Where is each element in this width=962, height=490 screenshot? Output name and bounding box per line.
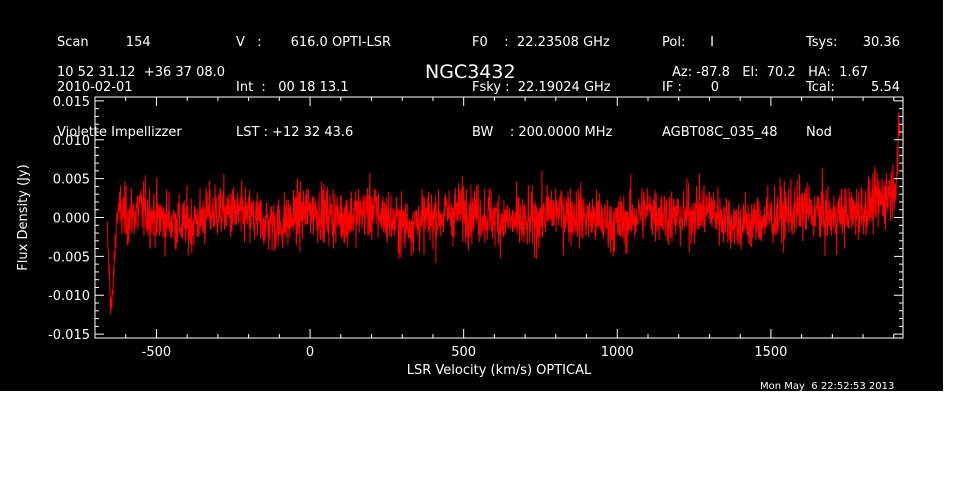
header-if: IF : 0 <box>662 80 720 95</box>
header-tsys-label: Tsys: <box>806 35 838 50</box>
spectrum-chart: -500 0 500 1000 1500 0.015 0.010 0.005 0.000 -0.0… <box>16 95 904 378</box>
source-name: NGC3432 <box>425 61 516 83</box>
y-tick-label: 0.005 <box>53 173 90 188</box>
x-tick-label: 500 <box>451 345 476 360</box>
header-lst: LST : +12 32 43.6 <box>236 125 354 140</box>
y-tick-label: -0.005 <box>48 250 90 265</box>
header-fsky: Fsky : 22.19024 GHz <box>472 80 611 95</box>
y-tick-label: -0.010 <box>48 289 90 304</box>
plot-timestamp: Mon May 6 22:52:53 2013 <box>760 381 895 392</box>
header-project: AGBT08C_035_48 <box>662 125 778 140</box>
x-tick-label: 0 <box>306 345 314 360</box>
x-tick-label: -500 <box>142 345 172 360</box>
header-nod-label: Nod <box>806 125 832 140</box>
header-f0: F0 : 22.23508 GHz <box>472 35 610 50</box>
header-integration: Int : 00 18 13.1 <box>236 80 349 95</box>
header-col-tsys-label: Tsys: Tcal: Nod <box>806 5 837 170</box>
header-pol: Pol: I <box>662 35 714 50</box>
header-col-pol: Pol: I IF : 0 AGBT08C_035_48 <box>662 5 778 170</box>
y-axis-label: Flux Density (Jy) <box>16 164 31 270</box>
spectrum-trace <box>106 112 901 315</box>
header-col-scan: Scan 154 2010-02-01 Violette Impellizzer <box>57 5 182 170</box>
spectrum-trace-group <box>106 112 901 315</box>
y-tick-label: 0.000 <box>53 212 90 227</box>
x-tick-label: 1500 <box>754 345 787 360</box>
x-tick-label: 1000 <box>601 345 634 360</box>
pointing-info: Az: -87.8 El: 70.2 HA: 1.67 <box>672 65 869 80</box>
header-tcal-value: 5.54 <box>871 80 900 95</box>
header-col-frequency: F0 : 22.23508 GHz Fsky : 22.19024 GHz BW… <box>472 5 612 170</box>
x-axis-label: LSR Velocity (km/s) OPTICAL <box>407 363 592 378</box>
header-tsys-value: 30.36 <box>862 35 900 50</box>
y-tick-label: -0.015 <box>48 328 90 343</box>
source-coordinates: 10 52 31.12 +36 37 08.0 <box>57 65 226 80</box>
header-observer: Violette Impellizzer <box>57 125 182 140</box>
y-tick-label: 0.010 <box>53 134 90 149</box>
y-tick-label: 0.015 <box>53 95 90 110</box>
header-date: 2010-02-01 <box>57 80 133 95</box>
header-scan: Scan 154 <box>57 35 151 50</box>
header-velocity: V : 616.0 OPTI-LSR <box>236 35 392 50</box>
axis-group: -500 0 500 1000 1500 0.015 0.010 0.005 0.000 -0.0… <box>48 95 903 360</box>
header-col-tsys-value: 30.36 5.54 <box>850 5 900 155</box>
header-bw: BW : 200.0000 MHz <box>472 125 613 140</box>
plot-panel: Scan 154 2010-02-01 Violette Impellizzer… <box>0 0 943 392</box>
header-col-velocity: V : 616.0 OPTI-LSR Int : 00 18 13.1 LST … <box>236 5 391 170</box>
header-tcal-label: Tcal: <box>806 80 835 95</box>
